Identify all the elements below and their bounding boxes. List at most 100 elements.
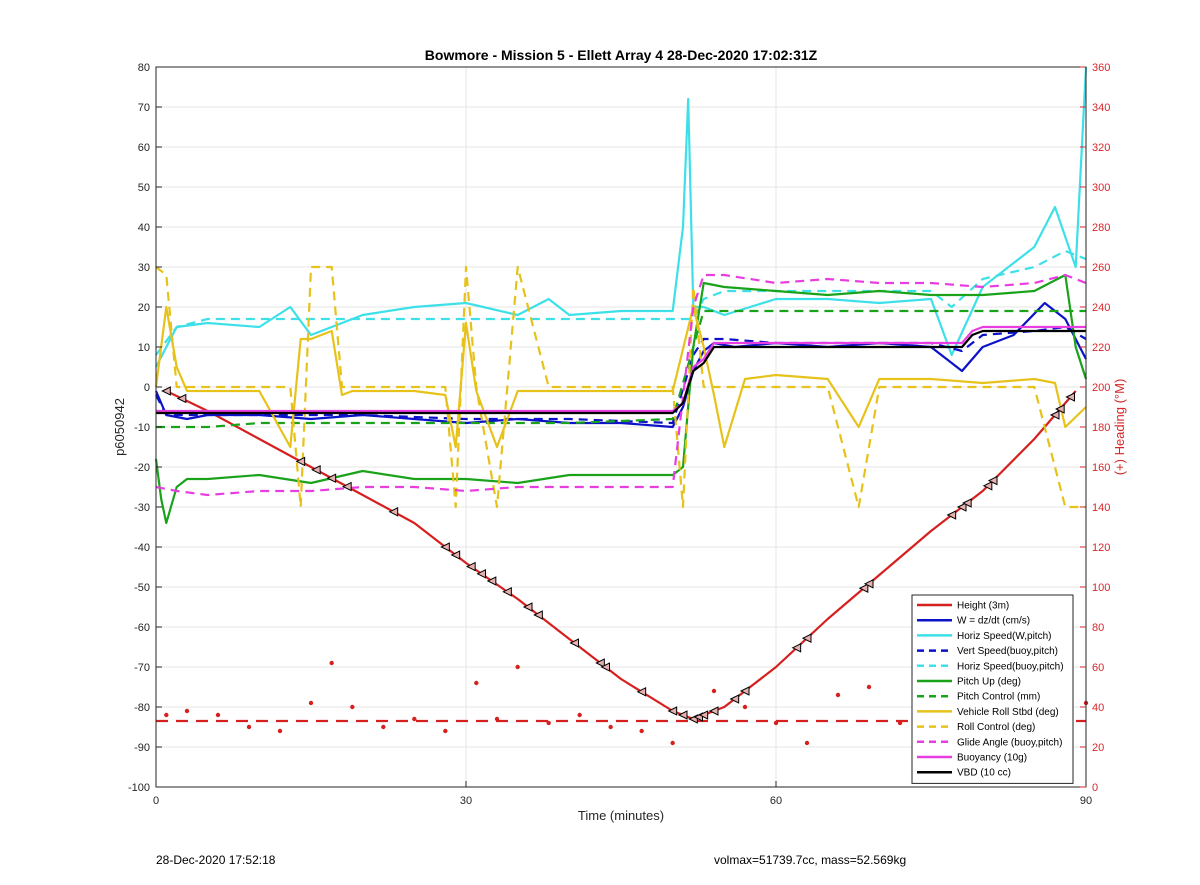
series-horiz-speed-buoy-pitch [155,249,1087,356]
height-marker [791,642,802,653]
height-marker [533,610,543,620]
height-marker [522,602,533,612]
y-tick-label-right: 60 [1092,662,1104,674]
height-marker [595,658,605,668]
y-tick-label-left: 80 [138,62,150,74]
height-marker [466,561,476,572]
height-marker [739,686,750,696]
height-marker [698,710,709,720]
height-marker [1049,410,1060,420]
y-tick-label-right: 100 [1092,582,1110,594]
height-marker [476,568,486,579]
y-tick-label-right: 340 [1092,102,1110,114]
height-marker [982,480,993,491]
ticks: -100-90-80-70-60-50-40-30-20-10010203040… [128,62,1110,807]
heading-point [308,700,314,706]
height-marker [342,481,352,492]
y-tick-label-right: 240 [1092,302,1110,314]
y-tick-label-left: 50 [138,182,150,194]
heading-point [184,708,190,714]
height-marker [1055,404,1065,414]
heading-point [412,716,417,722]
height-marker [667,706,678,716]
y-tick-label-left: 10 [138,342,150,354]
y-tick-label-left: -20 [134,462,150,474]
heading-point [350,704,355,710]
height-marker [801,633,812,644]
y-tick-label-right: 0 [1092,782,1098,794]
height-marker [858,583,869,594]
heading-point [277,728,283,734]
height-marker [987,475,998,486]
y-tick-label-right: 20 [1092,742,1104,754]
legend-label: Glide Angle (buoy,pitch) [957,737,1062,748]
height-marker [1065,392,1075,402]
y-tick-label-left: 30 [138,262,150,274]
height-marker [677,710,688,720]
heading-point [215,712,221,718]
y-axis-label-left: p6050942 [112,398,127,456]
y-tick-label-right: 180 [1092,422,1110,434]
height-marker [708,706,719,716]
y-tick-label-right: 280 [1092,222,1110,234]
height-marker [729,694,740,704]
series-glide-angle-buoy-pitch [155,273,1087,497]
x-tick-label: 30 [460,795,472,807]
legend-label: Height (3m) [957,601,1009,612]
height-marker [600,662,610,672]
series-pitch-up-deg [154,273,1088,525]
x-tick-label: 60 [770,795,782,807]
y-tick-label-right: 360 [1092,62,1110,74]
legend-label: Buoyancy (10g) [957,753,1027,764]
height-marker [326,473,337,484]
y-tick-label-right: 80 [1092,622,1104,634]
height-marker [956,502,967,512]
legend-label: Horiz Speed(W,pitch) [957,631,1051,642]
heading-point [608,724,613,730]
height-markers [161,386,1075,724]
height-marker [450,550,461,560]
legend-label: Vert Speed(buoy,pitch) [957,646,1058,657]
series-roll-control-deg [155,265,1086,509]
footer-timestamp: 28-Dec-2020 17:52:18 [156,853,276,867]
y-tick-label-left: -30 [134,502,150,514]
y-tick-label-left: -40 [134,542,150,554]
height-marker [502,586,512,597]
height-marker [863,578,874,589]
heading-point [742,704,748,710]
y-tick-label-right: 200 [1092,382,1110,394]
height-marker [295,456,306,467]
y-tick-label-left: -90 [134,742,150,754]
series-buoyancy-10g [156,325,1086,413]
legend-box [911,594,1074,784]
heading-point [670,740,675,746]
legend-label: Roll Control (deg) [957,722,1035,733]
y-tick-label-left: 60 [138,142,150,154]
legend-label: Vehicle Roll Stbd (deg) [957,707,1059,718]
height-marker [636,686,647,697]
legend-label: Pitch Up (deg) [957,677,1021,688]
y-tick-label-left: 0 [144,382,150,394]
y-tick-label-right: 140 [1092,502,1110,514]
heading-point [639,728,644,734]
heading-point [711,688,717,694]
y-tick-label-left: 40 [138,222,150,234]
series-vehicle-roll-stbd-deg [154,305,1087,449]
series-layer [154,66,1089,746]
y-tick-label-right: 40 [1092,702,1104,714]
legend-label: VBD (10 cc) [957,768,1011,779]
height-marker [946,510,957,520]
x-axis-label: Time (minutes) [578,808,664,823]
legend-label: Horiz Speed(buoy,pitch) [957,661,1064,672]
y-tick-label-left: -70 [134,662,150,674]
height-marker [569,638,579,648]
x-tick-label: 0 [153,795,159,807]
y-tick-label-left: 20 [138,302,150,314]
height-marker [176,393,187,404]
heading-point [246,724,252,730]
heading-point [329,660,334,666]
y-tick-label-left: -60 [134,622,150,634]
y-tick-label-right: 220 [1092,342,1110,354]
height-marker [388,506,399,517]
